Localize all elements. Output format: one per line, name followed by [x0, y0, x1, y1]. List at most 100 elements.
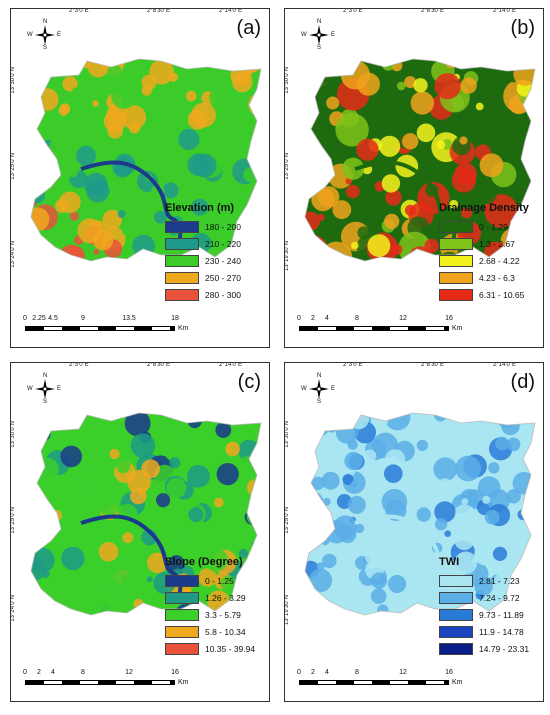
compass-e: E [57, 386, 62, 392]
legend-item: 280 - 300 [165, 286, 263, 303]
raster-patch [437, 478, 452, 494]
raster-patch [363, 449, 377, 462]
raster-patch [482, 495, 491, 504]
scale-label: 8 [355, 315, 359, 322]
raster-patch [122, 571, 138, 587]
scale-label: 12 [125, 669, 133, 676]
raster-patch [342, 474, 354, 485]
raster-patch [213, 497, 224, 508]
raster-patch [188, 507, 204, 523]
raster-patch [326, 96, 340, 110]
raster-patch [484, 194, 518, 228]
raster-patch [460, 77, 477, 94]
raster-patch [434, 518, 448, 531]
raster-patch [102, 209, 122, 230]
raster-patch [41, 516, 52, 527]
scale-label: 0 [23, 315, 27, 322]
raster-patch [455, 455, 481, 482]
raster-patch [391, 243, 403, 256]
raster-patch [154, 210, 167, 224]
raster-patch [311, 476, 325, 490]
raster-patch [77, 218, 103, 244]
raster-patch [33, 243, 48, 259]
legend-label: 250 - 270 [205, 272, 241, 283]
compass-n: N [317, 373, 322, 379]
scale-label: 2 [37, 669, 41, 676]
legend-label: 0 - 1.25 [205, 575, 234, 586]
scale-label: 2 [311, 669, 315, 676]
raster-patch [399, 587, 425, 614]
compass-e: E [331, 32, 336, 38]
legend-swatch [165, 271, 199, 284]
raster-patch [62, 76, 78, 92]
raster-patch [305, 184, 312, 197]
raster-patch [305, 490, 325, 517]
legend-swatch [439, 642, 473, 655]
scale-label: 4.5 [48, 315, 58, 322]
raster-patch [124, 413, 151, 437]
raster-patch [216, 463, 239, 486]
raster-patch [305, 211, 320, 231]
compass-e: E [331, 386, 336, 392]
raster-patch [347, 495, 366, 514]
scale-label: 18 [171, 315, 179, 322]
raster-patch [108, 560, 126, 578]
scale-label: 4 [325, 315, 329, 322]
raster-patch [523, 152, 535, 169]
raster-patch [134, 543, 147, 557]
longitude-tick-label: 2°8'30"E [421, 362, 445, 368]
raster-patch [434, 501, 456, 523]
legend-swatch [439, 254, 473, 267]
raster-patch [433, 425, 456, 448]
raster-patch [321, 471, 340, 490]
raster-patch [305, 235, 329, 261]
legend: TWI 2.81 - 7.23 7.24 - 9.72 9.73 - 11.89 11.… [439, 556, 537, 657]
panel-letter: (d) [510, 371, 535, 393]
raster-patch [416, 507, 431, 522]
scale-unit: Km [178, 325, 189, 332]
north-arrow-icon: N S W E [301, 373, 335, 405]
longitude-tick-label: 2°14'0"E [219, 362, 243, 368]
raster-patch [233, 415, 247, 430]
raster-patch [49, 136, 71, 158]
raster-patch [513, 62, 535, 86]
raster-patch [243, 167, 259, 183]
raster-patch [247, 478, 261, 497]
compass-w: W [301, 386, 307, 392]
raster-patch [180, 429, 200, 449]
legend-title: Slope (Degree) [165, 556, 243, 568]
legend-title: Drainage Density [439, 202, 529, 214]
latitude-tick-label: 13°30'0"N [284, 421, 290, 448]
raster-patch [232, 414, 243, 425]
raster-patch [156, 493, 171, 508]
raster-patch [130, 487, 147, 505]
raster-patch [48, 604, 55, 611]
legend-swatch [165, 288, 199, 301]
raster-patch [55, 530, 67, 542]
legend-swatch [165, 625, 199, 638]
raster-patch [354, 523, 365, 534]
raster-patch [475, 102, 484, 111]
legend-label: 11.9 - 14.78 [479, 626, 524, 637]
raster-patch [349, 413, 369, 430]
longitude-tick-label: 2°8'30"E [421, 8, 445, 14]
legend: Elevation (m) 180 - 200 210 - 220 230 - 240… [165, 202, 263, 303]
raster-patch [410, 91, 434, 115]
raster-patch [381, 174, 401, 193]
raster-patch [402, 133, 419, 150]
raster-patch [342, 157, 365, 180]
raster-patch [459, 136, 468, 145]
raster-patch [346, 184, 360, 199]
scale-bar: 0 2 4 8 12 16 Km [21, 669, 191, 691]
raster-patch [385, 189, 402, 206]
raster-patch [381, 488, 408, 515]
raster-patch [397, 81, 406, 91]
raster-patch [454, 551, 478, 575]
raster-patch [404, 76, 417, 89]
raster-patch [474, 577, 493, 596]
raster-patch [66, 165, 79, 178]
raster-patch [377, 604, 389, 615]
raster-patch [305, 104, 317, 121]
raster-patch [31, 236, 50, 260]
legend-swatch [439, 591, 473, 604]
